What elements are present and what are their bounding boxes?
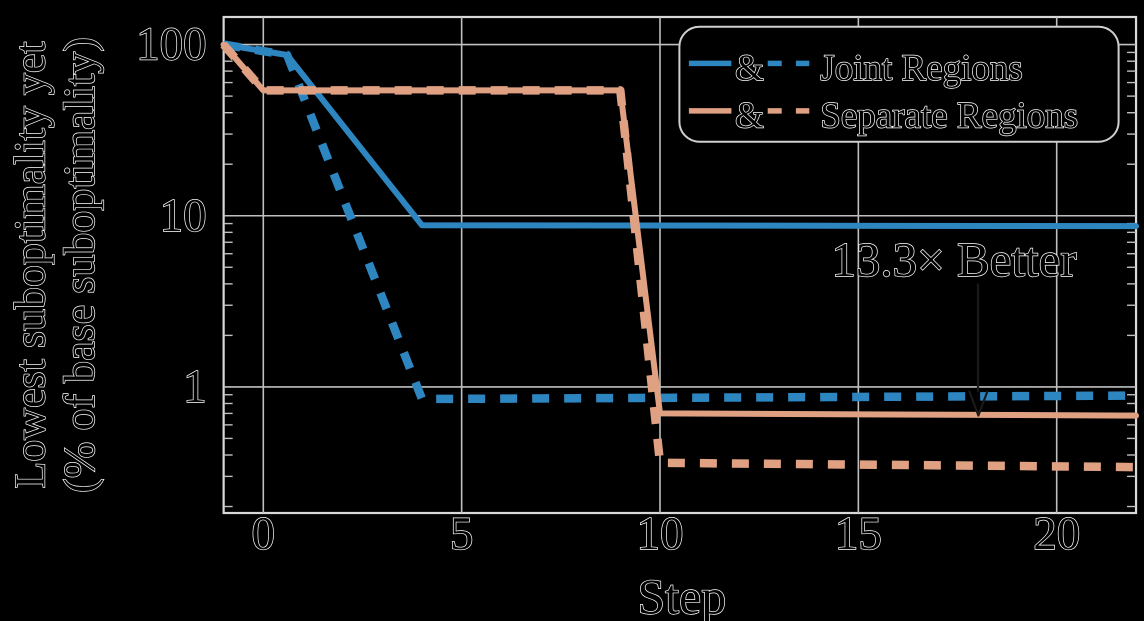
svg-text:Joint Regions: Joint Regions <box>820 48 1023 89</box>
svg-text:13.3× Better: 13.3× Better <box>831 232 1076 287</box>
svg-text:10: 10 <box>160 190 207 242</box>
svg-text:Separate Regions: Separate Regions <box>820 96 1078 137</box>
svg-text:Step: Step <box>637 568 726 621</box>
svg-text:15: 15 <box>835 508 882 560</box>
svg-text:Lowest suboptimality yet: Lowest suboptimality yet <box>6 41 55 488</box>
svg-text:1: 1 <box>183 361 207 413</box>
svg-text:5: 5 <box>450 508 474 560</box>
svg-text:&: & <box>735 48 764 89</box>
svg-text:100: 100 <box>136 19 207 71</box>
svg-text:0: 0 <box>252 508 276 560</box>
svg-text:20: 20 <box>1033 508 1080 560</box>
svg-text:&: & <box>735 96 764 137</box>
svg-text:10: 10 <box>637 508 684 560</box>
svg-text:(% of base suboptimality): (% of base suboptimality) <box>55 37 104 493</box>
